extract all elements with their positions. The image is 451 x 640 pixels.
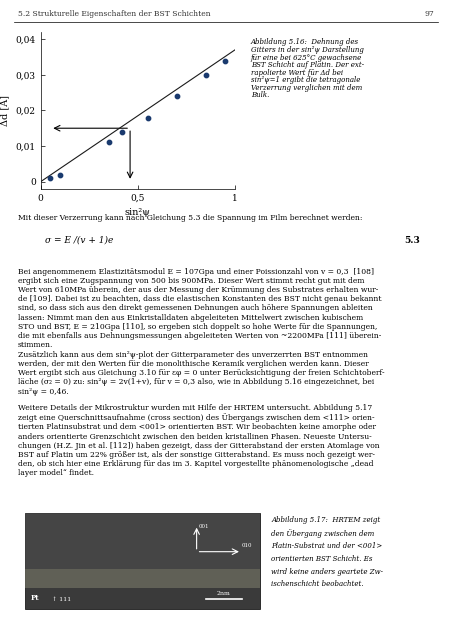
Text: ischenschicht beobachtet.: ischenschicht beobachtet.: [271, 580, 363, 589]
Text: Pt: Pt: [30, 594, 39, 602]
Text: wird keine anders geartete Zw-: wird keine anders geartete Zw-: [271, 568, 382, 576]
Text: sin²ψ=1 ergibt die tetragonale: sin²ψ=1 ergibt die tetragonale: [250, 76, 359, 84]
Text: 010: 010: [241, 543, 252, 548]
Text: rapolierte Wert für Δd bei: rapolierte Wert für Δd bei: [250, 68, 342, 77]
Point: [221, 56, 229, 66]
Text: 2nm: 2nm: [216, 591, 230, 596]
Text: Abbildung 5.16:  Dehnung des: Abbildung 5.16: Dehnung des: [250, 38, 358, 47]
Point: [144, 113, 151, 123]
Text: Verzerrung verglichen mit dem: Verzerrung verglichen mit dem: [250, 84, 361, 92]
Point: [56, 170, 64, 180]
Text: 97: 97: [423, 10, 433, 18]
Text: 5.2 Strukturelle Eigenschaften der BST Schichten: 5.2 Strukturelle Eigenschaften der BST S…: [18, 10, 210, 18]
Point: [202, 70, 209, 80]
Point: [105, 138, 112, 148]
Y-axis label: Δd [Å]: Δd [Å]: [0, 95, 10, 126]
Text: ↑ 111: ↑ 111: [52, 596, 71, 602]
Point: [47, 173, 54, 183]
X-axis label: sin²ψ: sin²ψ: [124, 208, 151, 217]
Text: σ = E /(v + 1)e: σ = E /(v + 1)e: [45, 236, 113, 244]
Text: 001: 001: [198, 524, 209, 529]
Bar: [25, 513, 259, 569]
Text: Weitere Details der Mikrostruktur wurden mit Hilfe der HRTEM untersucht. Abbildu: Weitere Details der Mikrostruktur wurden…: [18, 404, 379, 477]
Text: Gitters in der sin²ψ Darstellung: Gitters in der sin²ψ Darstellung: [250, 46, 363, 54]
Text: BST Schicht auf Platin. Der ext-: BST Schicht auf Platin. Der ext-: [250, 61, 363, 69]
Text: 5.3: 5.3: [404, 236, 419, 244]
Bar: [25, 513, 259, 609]
Text: den Übergang zwischen dem: den Übergang zwischen dem: [271, 529, 373, 538]
Point: [119, 127, 126, 137]
Point: [173, 91, 180, 101]
Text: Mit dieser Verzerrung kann nach Gleichung 5.3 die Spannung im Film berechnet wer: Mit dieser Verzerrung kann nach Gleichun…: [18, 214, 362, 222]
Bar: [25, 569, 259, 588]
Text: orientierten BST Schicht. Es: orientierten BST Schicht. Es: [271, 555, 372, 563]
Text: Zusätzlich kann aus dem sin²ψ-plot der Gitterparameter des unverzerrten BST entn: Zusätzlich kann aus dem sin²ψ-plot der G…: [18, 351, 384, 396]
Text: Bei angenommenem Elastizitätsmodul E = 107Gpa und einer Poissionzahl von v = 0,3: Bei angenommenem Elastizitätsmodul E = 1…: [18, 268, 381, 349]
Text: für eine bei 625°C gewachsene: für eine bei 625°C gewachsene: [250, 54, 361, 61]
Text: Abbildung 5.17:  HRTEM zeigt: Abbildung 5.17: HRTEM zeigt: [271, 516, 380, 525]
Text: Platin-Substrat und der <001>: Platin-Substrat und der <001>: [271, 542, 382, 550]
Text: Bulk.: Bulk.: [250, 92, 269, 99]
